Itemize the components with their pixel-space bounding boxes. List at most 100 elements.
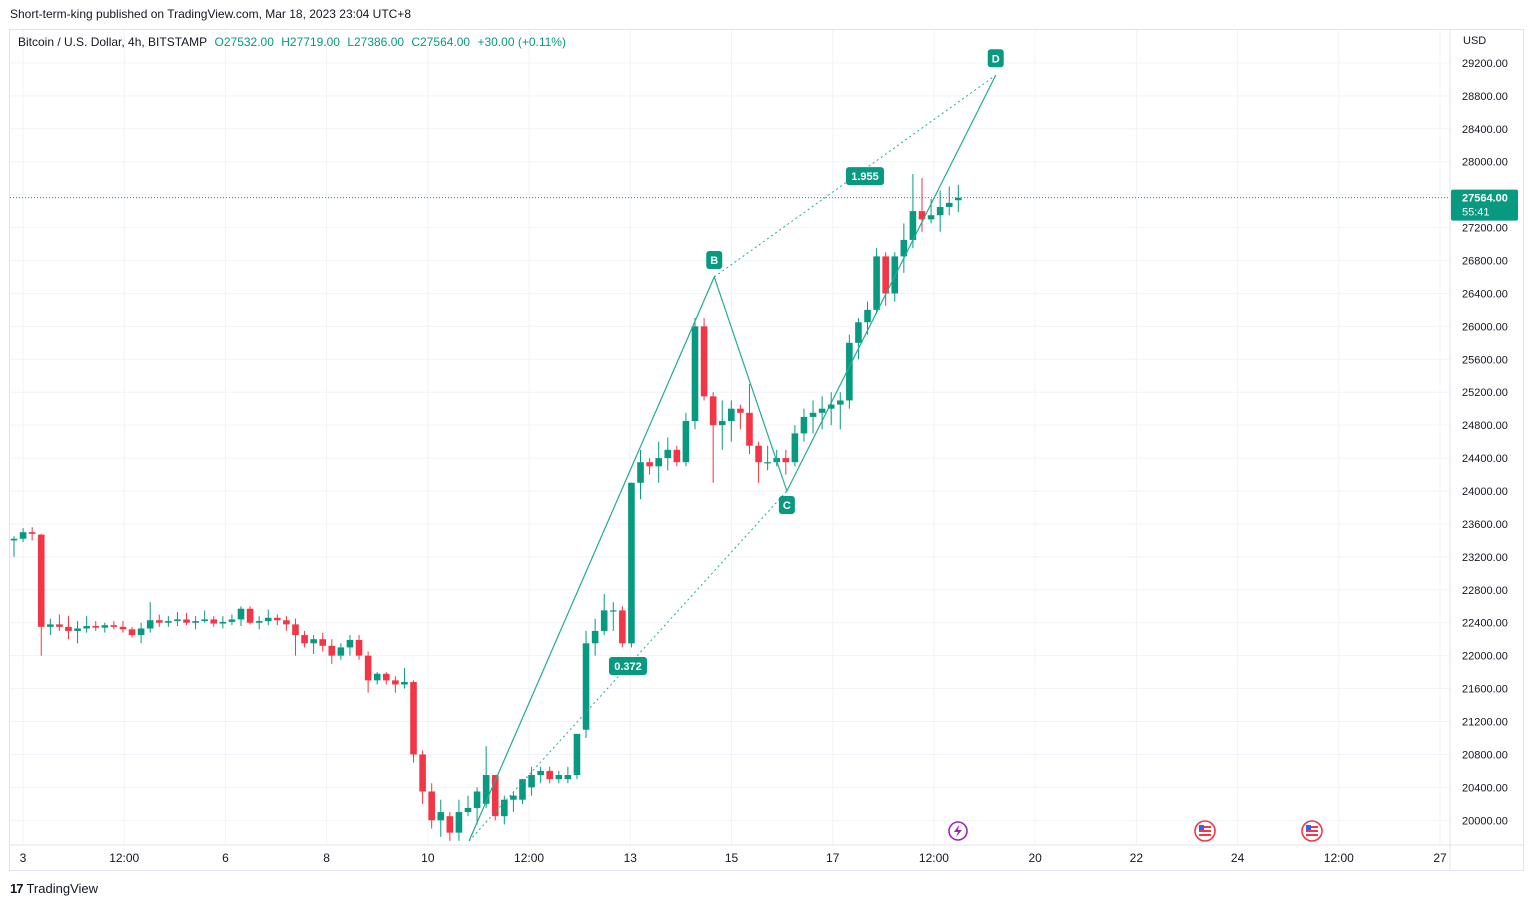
candle <box>210 616 218 627</box>
candle <box>10 536 18 557</box>
candle <box>56 614 63 631</box>
candle <box>900 223 908 273</box>
candle <box>809 400 817 434</box>
candle-body <box>328 645 336 656</box>
candle-body <box>491 775 499 817</box>
candle-body <box>836 400 844 405</box>
x-tick-label: 12:00 <box>514 851 544 865</box>
candle-body <box>591 630 599 644</box>
symbol-title[interactable]: Bitcoin / U.S. Dollar, 4h, BITSTAMP <box>18 35 208 49</box>
candle <box>292 618 299 656</box>
candle-body <box>201 619 208 622</box>
pattern-point-badge <box>706 250 723 269</box>
candle-body <box>728 408 735 422</box>
candle-body <box>637 462 644 483</box>
price-axis: 29200.0028800.0028400.0028000.0027600.00… <box>10 30 1518 870</box>
y-tick-label: 21200.00 <box>1462 717 1508 729</box>
candle-body <box>791 433 799 463</box>
candle-body <box>428 791 435 821</box>
candle-body <box>301 635 308 644</box>
candle <box>600 593 608 636</box>
candle-body <box>337 647 345 656</box>
x-tick-label: 24 <box>1231 851 1245 865</box>
candle-body <box>891 256 899 294</box>
event-icons <box>948 820 1323 842</box>
candle <box>410 680 417 763</box>
candle-body <box>146 620 154 629</box>
candle <box>146 602 154 633</box>
x-tick-label: 17 <box>826 851 840 865</box>
candle-body <box>473 791 481 808</box>
candle <box>74 621 81 644</box>
candle-body <box>782 458 790 463</box>
candle <box>936 190 944 232</box>
candle-body <box>718 421 726 426</box>
candle <box>510 791 517 813</box>
x-tick-label: 12:00 <box>109 851 139 865</box>
candle-body <box>455 812 463 833</box>
candle-body <box>37 534 45 627</box>
candle <box>401 668 408 689</box>
candle <box>310 635 317 655</box>
candle <box>110 621 118 630</box>
candle <box>219 616 227 629</box>
y-tick-label: 25200.00 <box>1462 387 1508 399</box>
x-tick-label: 3 <box>20 851 27 865</box>
candle <box>619 606 626 648</box>
candle <box>237 606 245 627</box>
candle <box>47 618 54 636</box>
candle <box>718 400 726 450</box>
candle <box>555 770 563 784</box>
candle-body <box>846 342 853 401</box>
symbol-legend: Bitcoin / U.S. Dollar, 4h, BITSTAMP O275… <box>18 35 570 49</box>
countdown-label: 55:41 <box>1462 207 1490 219</box>
x-tick-label: 15 <box>725 851 739 865</box>
candle <box>746 383 753 454</box>
candle <box>818 396 826 430</box>
candle <box>83 616 90 633</box>
currency-label: USD <box>1463 35 1486 47</box>
candle-body <box>619 610 626 644</box>
candle-body <box>92 626 100 628</box>
candle-body <box>546 770 554 780</box>
candle-body <box>573 733 581 776</box>
y-tick-label: 20000.00 <box>1462 815 1508 827</box>
footer-brand[interactable]: TradingView <box>26 881 99 896</box>
x-tick-label: 10 <box>421 851 435 865</box>
candle <box>392 676 399 693</box>
pattern-point-label: C <box>783 500 791 512</box>
candle-body <box>646 462 653 467</box>
candle-body <box>246 608 254 623</box>
candle <box>264 609 272 626</box>
candle <box>582 630 590 738</box>
candle-body <box>519 779 526 800</box>
y-tick-label: 26000.00 <box>1462 321 1508 333</box>
candle <box>519 779 526 804</box>
candle-body <box>137 628 145 636</box>
candle-body <box>936 206 944 216</box>
candle-body <box>155 620 163 623</box>
legend-open: O27532.00 <box>214 35 274 49</box>
pattern-ratio-label: 1.955 <box>851 171 879 183</box>
candle-body <box>700 326 708 397</box>
tradingview-logo-icon[interactable]: 17 <box>10 881 24 896</box>
candle <box>782 449 790 475</box>
candle <box>192 616 199 630</box>
candle-body <box>882 256 889 294</box>
candle <box>637 449 644 500</box>
candle-body <box>818 408 826 413</box>
candle <box>609 602 617 631</box>
candle <box>628 482 635 648</box>
candle <box>682 412 690 467</box>
candle-body <box>709 396 717 426</box>
candle <box>328 639 336 664</box>
candle-body <box>927 215 935 220</box>
candle <box>873 248 880 315</box>
y-tick-label: 24000.00 <box>1462 486 1508 498</box>
candle <box>274 614 281 626</box>
x-tick-label: 8 <box>323 851 330 865</box>
y-tick-label: 26400.00 <box>1462 288 1508 300</box>
x-tick-label: 12:00 <box>1324 851 1354 865</box>
candle <box>19 528 27 543</box>
